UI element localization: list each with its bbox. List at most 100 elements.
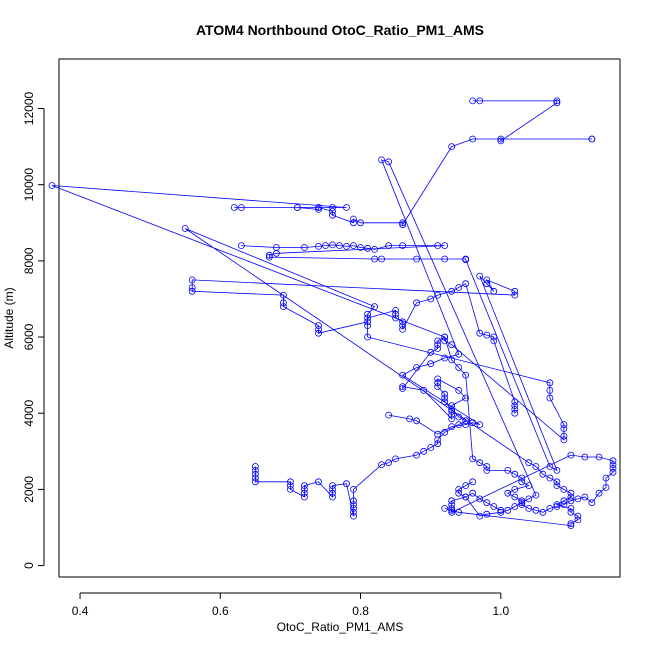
data-point bbox=[350, 497, 357, 505]
data-point bbox=[539, 508, 547, 516]
data-point bbox=[251, 470, 259, 478]
data-point bbox=[434, 440, 442, 448]
data-point bbox=[469, 489, 477, 497]
data-point bbox=[434, 379, 442, 387]
data-point bbox=[497, 135, 505, 143]
data-point bbox=[315, 204, 322, 211]
x-axis: 0.4 0.6 0.8 1.0 bbox=[72, 592, 509, 618]
data-point bbox=[462, 394, 470, 402]
data-point bbox=[504, 506, 512, 514]
data-point bbox=[392, 314, 400, 322]
plot-border bbox=[58, 58, 621, 578]
data-point bbox=[329, 211, 336, 219]
data-point bbox=[350, 242, 357, 250]
series-line bbox=[380, 159, 537, 517]
data-point bbox=[279, 291, 287, 299]
data-point bbox=[553, 466, 561, 474]
data-point bbox=[399, 221, 407, 229]
data-point bbox=[546, 394, 554, 402]
data-point bbox=[532, 491, 540, 499]
data-point bbox=[567, 504, 575, 512]
data-point bbox=[350, 219, 357, 227]
data-point bbox=[315, 205, 322, 213]
data-point bbox=[343, 480, 350, 488]
data-point bbox=[462, 421, 470, 429]
data-point bbox=[434, 383, 442, 391]
data-point bbox=[567, 522, 575, 529]
data-point bbox=[385, 158, 393, 166]
data-point bbox=[48, 182, 56, 189]
data-point bbox=[469, 97, 477, 105]
y-tick-label: 4000 bbox=[22, 400, 36, 427]
data-point bbox=[329, 241, 336, 249]
data-point bbox=[448, 497, 456, 505]
data-point bbox=[413, 417, 421, 425]
data-point bbox=[434, 345, 442, 352]
data-point bbox=[300, 485, 308, 493]
data-point bbox=[504, 489, 512, 497]
data-point bbox=[350, 485, 357, 493]
data-point bbox=[602, 474, 610, 482]
data-point bbox=[399, 322, 407, 330]
data-point bbox=[329, 489, 336, 497]
data-point bbox=[188, 284, 196, 291]
data-point bbox=[448, 411, 456, 419]
data-point bbox=[462, 493, 470, 501]
data-point bbox=[265, 253, 273, 261]
data-point bbox=[364, 310, 372, 318]
data-point bbox=[497, 137, 505, 145]
data-point bbox=[399, 219, 407, 227]
data-point bbox=[350, 512, 357, 520]
data-point bbox=[511, 470, 519, 478]
data-point bbox=[532, 463, 540, 470]
data-point bbox=[455, 421, 463, 429]
data-point bbox=[462, 371, 470, 379]
data-point bbox=[560, 501, 568, 509]
data-point bbox=[511, 485, 519, 493]
data-series bbox=[251, 333, 617, 520]
data-point bbox=[413, 299, 421, 307]
data-point bbox=[343, 204, 350, 211]
data-series bbox=[378, 156, 540, 520]
data-point bbox=[553, 99, 561, 107]
data-point bbox=[525, 495, 533, 503]
data-point bbox=[448, 415, 456, 423]
data-point bbox=[315, 322, 322, 330]
data-point bbox=[364, 244, 372, 252]
data-point bbox=[581, 453, 589, 461]
data-point bbox=[399, 383, 407, 391]
data-point bbox=[350, 215, 357, 223]
data-point bbox=[434, 341, 442, 349]
data-point bbox=[392, 455, 400, 463]
data-point bbox=[315, 478, 322, 486]
data-point bbox=[497, 508, 505, 516]
data-point bbox=[434, 242, 442, 250]
data-point bbox=[469, 419, 477, 427]
data-point bbox=[448, 356, 456, 364]
data-point bbox=[181, 225, 189, 232]
series-line bbox=[51, 100, 592, 527]
data-series bbox=[188, 241, 561, 474]
data-point bbox=[476, 97, 484, 105]
data-point bbox=[286, 482, 294, 490]
data-point bbox=[329, 204, 336, 211]
x-tick-label: 0.6 bbox=[212, 604, 229, 618]
data-point bbox=[385, 411, 393, 419]
data-point bbox=[455, 284, 463, 291]
data-point bbox=[188, 287, 196, 295]
y-axis: 0 2000 4000 6000 8000 10000 12000 bbox=[22, 92, 45, 569]
y-tick-label: 12000 bbox=[22, 92, 36, 126]
data-point bbox=[364, 322, 372, 330]
data-point bbox=[483, 276, 491, 284]
data-point bbox=[602, 484, 610, 491]
data-point bbox=[434, 337, 442, 345]
data-point bbox=[441, 255, 449, 263]
data-point bbox=[251, 474, 259, 482]
data-point bbox=[441, 333, 449, 341]
data-point bbox=[455, 489, 463, 497]
data-point bbox=[427, 295, 435, 303]
series-line bbox=[191, 244, 558, 472]
data-point bbox=[462, 417, 470, 425]
